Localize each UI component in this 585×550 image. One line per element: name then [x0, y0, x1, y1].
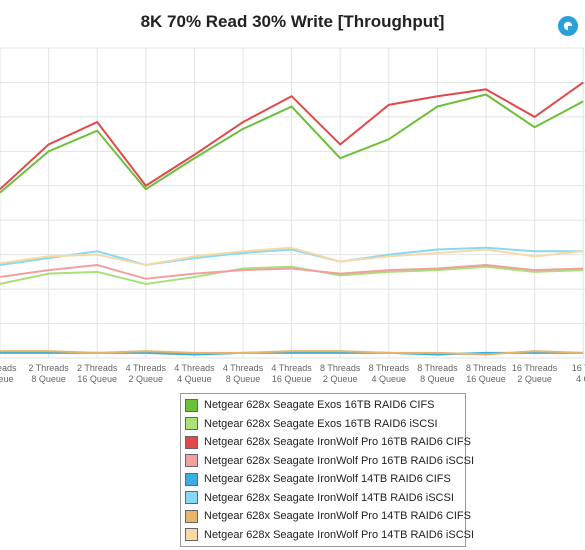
- legend-swatch: [185, 454, 198, 468]
- legend-item[interactable]: Netgear 628x Seagate Exos 16TB RAID6 iSC…: [185, 415, 461, 434]
- legend-label: Netgear 628x Seagate Exos 16TB RAID6 CIF…: [204, 399, 435, 412]
- x-tick-label: 16 Queue: [466, 374, 506, 384]
- legend-swatch: [185, 417, 198, 431]
- legend-item[interactable]: Netgear 628x Seagate IronWolf Pro 14TB R…: [185, 507, 471, 526]
- series-line-0: [0, 93, 584, 194]
- series-line-2: [0, 81, 584, 190]
- legend-label: Netgear 628x Seagate IronWolf Pro 16TB R…: [204, 454, 475, 467]
- legend-swatch: [185, 435, 198, 449]
- legend-item[interactable]: Netgear 628x Seagate Exos 16TB RAID6 CIF…: [185, 396, 461, 415]
- x-tick-label: 4 Queue: [372, 374, 407, 384]
- x-tick-label: 4 Threads: [174, 363, 215, 373]
- series-line-3: [0, 263, 584, 280]
- series-line-1: [0, 265, 584, 285]
- series-line-7: [0, 246, 584, 267]
- x-tick-label: 4 Q: [576, 374, 585, 384]
- legend-item[interactable]: Netgear 628x Seagate IronWolf 14TB RAID6…: [185, 470, 461, 489]
- legend-swatch: [185, 509, 198, 523]
- x-tick-label: 2 Queue: [129, 374, 164, 384]
- series-line-5: [0, 246, 584, 267]
- legend-label: Netgear 628x Seagate IronWolf Pro 16TB R…: [204, 436, 471, 449]
- brand-logo-icon: [558, 16, 578, 36]
- x-tick-label: 8 Queue: [31, 374, 66, 384]
- legend-label: Netgear 628x Seagate IronWolf 14TB RAID6…: [204, 473, 451, 486]
- x-tick-label: 16 Queue: [77, 374, 117, 384]
- legend-swatch: [185, 472, 198, 486]
- x-tick-label: 4 Threads: [126, 363, 167, 373]
- chart-legend: Netgear 628x Seagate Exos 16TB RAID6 CIF…: [180, 393, 474, 547]
- legend-swatch: [185, 528, 198, 542]
- x-tick-label: 4 Threads: [223, 363, 264, 373]
- legend-swatch: [185, 398, 198, 412]
- x-tick-label: 4 Threads: [271, 363, 312, 373]
- series-line-6: [0, 350, 584, 356]
- x-tick-label: 2 Threads: [77, 363, 118, 373]
- legend-item[interactable]: Netgear 628x Seagate IronWolf Pro 16TB R…: [185, 433, 471, 452]
- legend-label: Netgear 628x Seagate IronWolf Pro 14TB R…: [204, 510, 471, 523]
- x-tick-label: 8 Queue: [420, 374, 455, 384]
- x-tick-label: 8 Queue: [226, 374, 261, 384]
- legend-label: Netgear 628x Seagate IronWolf Pro 14TB R…: [204, 528, 475, 541]
- x-tick-label: 8 Threads: [320, 363, 361, 373]
- legend-label: Netgear 628x Seagate IronWolf 14TB RAID6…: [204, 491, 454, 504]
- x-tick-label: 2 Queue: [323, 374, 358, 384]
- x-tick-label: 16 Threads: [512, 363, 558, 373]
- x-tick-label: 16 Queue: [272, 374, 312, 384]
- legend-swatch: [185, 491, 198, 505]
- x-tick-label: Threads: [0, 363, 17, 373]
- legend-item[interactable]: Netgear 628x Seagate IronWolf Pro 16TB R…: [185, 452, 474, 471]
- legend-item[interactable]: Netgear 628x Seagate IronWolf Pro 14TB R…: [185, 526, 474, 545]
- x-tick-label: 4 Queue: [177, 374, 212, 384]
- x-tick-label: 2 Threads: [28, 363, 69, 373]
- x-tick-label: Queue: [0, 374, 14, 384]
- x-tick-label: 16 Th: [572, 363, 585, 373]
- x-tick-label: 2 Queue: [517, 374, 552, 384]
- x-tick-label: 8 Threads: [369, 363, 410, 373]
- legend-item[interactable]: Netgear 628x Seagate IronWolf 14TB RAID6…: [185, 489, 461, 508]
- chart-title: 8K 70% Read 30% Write [Throughput]: [140, 12, 445, 31]
- legend-label: Netgear 628x Seagate Exos 16TB RAID6 iSC…: [204, 417, 438, 430]
- x-tick-label: 8 Threads: [466, 363, 507, 373]
- x-tick-label: 8 Threads: [417, 363, 458, 373]
